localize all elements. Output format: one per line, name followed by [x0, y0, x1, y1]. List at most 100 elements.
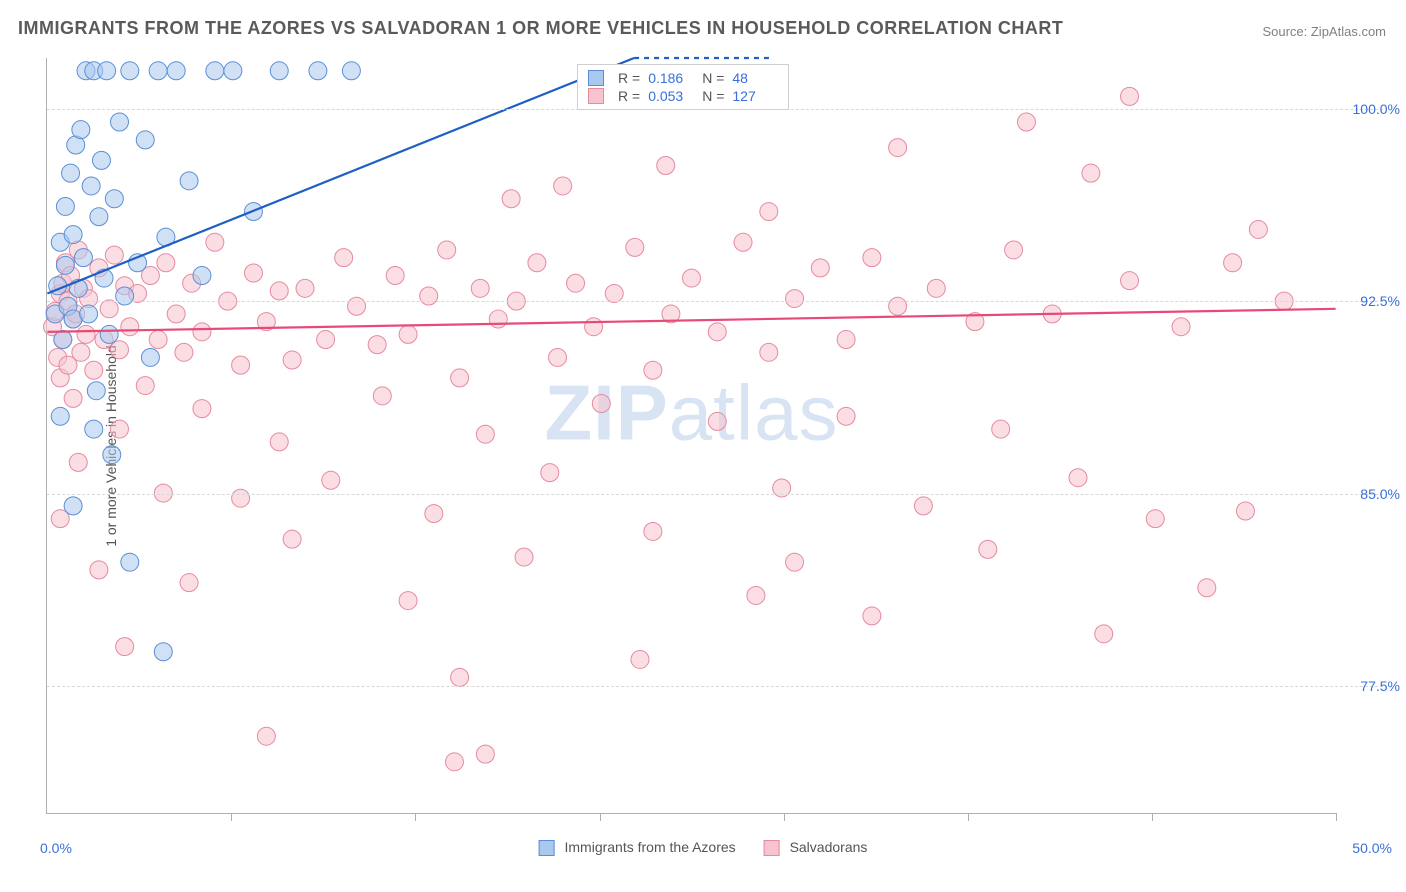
data-point: [121, 62, 139, 80]
stats-row-0: R = 0.186 N = 48: [588, 69, 778, 87]
data-point: [56, 256, 74, 274]
data-point: [257, 727, 275, 745]
data-point: [111, 420, 129, 438]
chart-svg: [47, 58, 1336, 813]
data-point: [149, 62, 167, 80]
data-point: [451, 668, 469, 686]
data-point: [224, 62, 242, 80]
data-point: [1224, 254, 1242, 272]
data-point: [476, 425, 494, 443]
data-point: [136, 377, 154, 395]
data-point: [100, 325, 118, 343]
data-point: [90, 208, 108, 226]
data-point: [708, 412, 726, 430]
data-point: [244, 264, 262, 282]
data-point: [317, 331, 335, 349]
chart-title: IMMIGRANTS FROM THE AZORES VS SALVADORAN…: [18, 18, 1063, 39]
data-point: [476, 745, 494, 763]
data-point: [283, 351, 301, 369]
data-point: [837, 407, 855, 425]
data-point: [111, 341, 129, 359]
data-point: [54, 331, 72, 349]
x-tick: [231, 813, 232, 821]
data-point: [631, 650, 649, 668]
stats-n-1: 127: [732, 88, 778, 104]
data-point: [734, 233, 752, 251]
data-point: [1198, 579, 1216, 597]
data-point: [1236, 502, 1254, 520]
data-point: [1082, 164, 1100, 182]
data-point: [167, 62, 185, 80]
data-point: [121, 553, 139, 571]
data-point: [77, 325, 95, 343]
data-point: [515, 548, 533, 566]
legend-swatch-1: [764, 840, 780, 856]
data-point: [489, 310, 507, 328]
data-point: [64, 389, 82, 407]
data-point: [927, 279, 945, 297]
data-point: [541, 464, 559, 482]
data-point: [1121, 272, 1139, 290]
data-point: [232, 356, 250, 374]
data-point: [175, 343, 193, 361]
data-point: [605, 284, 623, 302]
data-point: [811, 259, 829, 277]
data-point: [85, 420, 103, 438]
data-point: [85, 361, 103, 379]
data-point: [103, 446, 121, 464]
legend-swatch-0: [539, 840, 555, 856]
data-point: [1017, 113, 1035, 131]
data-point: [438, 241, 456, 259]
stats-n-label: N =: [702, 88, 724, 104]
data-point: [592, 395, 610, 413]
data-point: [1121, 87, 1139, 105]
data-point: [64, 226, 82, 244]
data-point: [644, 361, 662, 379]
data-point: [708, 323, 726, 341]
data-point: [335, 249, 353, 267]
data-point: [322, 471, 340, 489]
data-point: [105, 190, 123, 208]
data-point: [528, 254, 546, 272]
y-tick-label: 100.0%: [1344, 101, 1400, 117]
data-point: [760, 343, 778, 361]
data-point: [193, 267, 211, 285]
grid-line: [47, 686, 1383, 687]
data-point: [1249, 220, 1267, 238]
x-tick: [1336, 813, 1337, 821]
data-point: [425, 505, 443, 523]
stats-swatch-0: [588, 70, 604, 86]
data-point: [979, 540, 997, 558]
stats-r-1: 0.053: [648, 88, 694, 104]
data-point: [309, 62, 327, 80]
data-point: [644, 522, 662, 540]
data-point: [141, 348, 159, 366]
data-point: [82, 177, 100, 195]
plot-area: ZIPatlas R = 0.186 N = 48 R = 0.053 N = …: [46, 58, 1336, 814]
grid-line: [47, 301, 1383, 302]
data-point: [399, 592, 417, 610]
data-point: [270, 433, 288, 451]
data-point: [554, 177, 572, 195]
stats-n-0: 48: [732, 70, 778, 86]
data-point: [149, 331, 167, 349]
data-point: [64, 497, 82, 515]
data-point: [445, 753, 463, 771]
data-point: [399, 325, 417, 343]
data-point: [585, 318, 603, 336]
data-point: [386, 267, 404, 285]
stats-n-label: N =: [702, 70, 724, 86]
data-point: [100, 300, 118, 318]
data-point: [567, 274, 585, 292]
data-point: [206, 62, 224, 80]
data-point: [296, 279, 314, 297]
data-point: [786, 290, 804, 308]
data-point: [471, 279, 489, 297]
stats-r-label: R =: [618, 88, 640, 104]
data-point: [283, 530, 301, 548]
data-point: [451, 369, 469, 387]
data-point: [72, 121, 90, 139]
data-point: [342, 62, 360, 80]
data-point: [760, 203, 778, 221]
data-point: [193, 400, 211, 418]
